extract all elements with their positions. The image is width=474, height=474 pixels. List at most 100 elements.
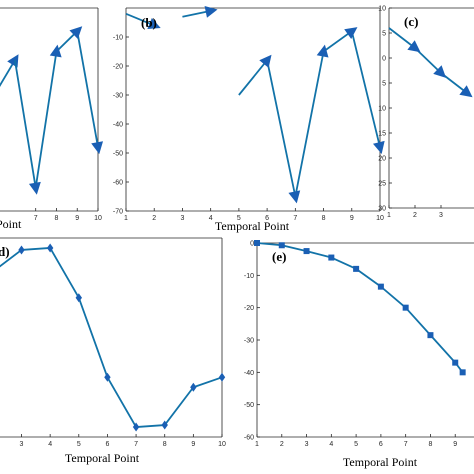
y-tick-label: -40 xyxy=(244,370,254,377)
y-tick-label: -20 xyxy=(113,64,123,71)
x-tick-label: 5 xyxy=(237,215,241,222)
y-tick-label: -30 xyxy=(244,338,254,345)
y-tick-label: 10 xyxy=(378,106,386,113)
data-point xyxy=(402,304,409,311)
data-point xyxy=(91,141,104,155)
x-axis-label-e: Temporal Point xyxy=(343,455,418,469)
panel-label-e: (e) xyxy=(272,249,286,264)
y-tick-label: -60 xyxy=(244,435,254,442)
x-tick-label: 7 xyxy=(293,215,297,222)
series-e xyxy=(254,240,466,376)
data-point xyxy=(377,283,384,290)
x-tick-label: 2 xyxy=(152,215,156,222)
panel-b: 1 2 3 4 5 6 7 8 9 10 -10 -20 -30 -40 -50 -60 -70 (b) Tempo… xyxy=(113,6,385,233)
data-point xyxy=(316,44,329,58)
data-point xyxy=(344,27,358,39)
x-tick-label: 4 xyxy=(329,441,333,448)
panel-c: 1 2 3 10 5 0 5 10 15 20 25 30 (c) xyxy=(378,6,474,219)
series-line xyxy=(125,12,155,27)
data-point xyxy=(452,359,459,366)
x-tick-label: 1 xyxy=(124,215,128,222)
x-tick-label: 8 xyxy=(322,215,326,222)
x-tick-label: 6 xyxy=(265,215,269,222)
x-tick-label: 3 xyxy=(20,441,24,448)
x-tick-label: 2 xyxy=(413,212,417,219)
x-tick-label: 7 xyxy=(404,441,408,448)
x-tick-label: 9 xyxy=(75,215,79,222)
y-tick-label: -50 xyxy=(244,402,254,409)
x-tick-label: 9 xyxy=(350,215,354,222)
panel-label-b: (b) xyxy=(141,15,157,30)
series-d xyxy=(0,243,226,432)
x-tick-label: 5 xyxy=(354,441,358,448)
x-tick-label: 3 xyxy=(305,441,309,448)
y-tick-label: 5 xyxy=(382,81,386,88)
x-tick-label: 7 xyxy=(134,441,138,448)
data-point xyxy=(278,242,285,249)
data-point xyxy=(259,54,272,68)
x-tick-label: 1 xyxy=(255,441,259,448)
panel-label-d: d) xyxy=(0,244,10,259)
x-tick-label: 6 xyxy=(105,441,109,448)
series-line xyxy=(0,59,16,87)
panel-label-c: (c) xyxy=(404,14,418,29)
data-point xyxy=(372,140,385,155)
x-axis-label-b: Temporal Point xyxy=(215,219,290,233)
data-point xyxy=(353,265,360,272)
series-line xyxy=(388,27,468,94)
y-tick-label: -30 xyxy=(113,93,123,100)
data-point xyxy=(254,240,260,246)
data-point xyxy=(407,40,421,53)
data-point xyxy=(218,372,226,382)
data-point xyxy=(433,65,447,78)
y-tick-label: -70 xyxy=(113,209,123,216)
data-point xyxy=(459,85,473,98)
series-line xyxy=(256,242,464,373)
y-tick-label: 10 xyxy=(378,6,386,13)
x-tick-label: 8 xyxy=(428,441,432,448)
x-tick-label: 7 xyxy=(34,215,38,222)
x-tick-label: 1 xyxy=(387,212,391,219)
data-point xyxy=(288,190,301,204)
y-tick-label: 30 xyxy=(378,206,386,213)
x-axis-label-a: Point xyxy=(0,217,22,231)
x-tick-label: 4 xyxy=(209,215,213,222)
y-tick-label: 20 xyxy=(378,156,386,163)
data-point xyxy=(303,248,310,255)
y-tick-label: 15 xyxy=(378,131,386,138)
data-point xyxy=(204,6,218,18)
data-point xyxy=(328,254,335,261)
y-tick-label: -50 xyxy=(113,151,123,158)
y-tick-label: -10 xyxy=(244,273,254,280)
data-point xyxy=(104,372,111,382)
data-point xyxy=(459,369,466,376)
data-point xyxy=(69,26,83,39)
data-point xyxy=(147,17,161,30)
panel-e: 1 2 3 4 5 6 7 8 9 0 -10 -20 -30 -40 -50 -60 (e) Temporal … xyxy=(244,240,474,469)
series-c xyxy=(388,27,473,98)
y-tick-label: 0 xyxy=(250,241,254,248)
x-tick-label: 9 xyxy=(191,441,195,448)
data-point xyxy=(132,422,140,432)
series-b xyxy=(125,6,385,204)
y-tick-label: 0 xyxy=(382,56,386,63)
panel-a: 7 8 9 10 Point xyxy=(0,7,104,231)
x-tick-label: 8 xyxy=(55,215,59,222)
x-tick-label: 10 xyxy=(94,215,102,222)
data-point xyxy=(18,245,25,255)
x-tick-label: 8 xyxy=(163,441,167,448)
data-point xyxy=(46,243,54,253)
x-axis-label-d: Temporal Point xyxy=(65,451,140,465)
y-tick-label: -10 xyxy=(113,35,123,42)
y-tick-label: -20 xyxy=(244,305,254,312)
data-point xyxy=(427,332,434,339)
y-tick-label: -60 xyxy=(113,180,123,187)
x-tick-label: 6 xyxy=(379,441,383,448)
x-tick-label: 9 xyxy=(453,441,457,448)
data-point xyxy=(49,44,62,58)
series-line xyxy=(0,247,223,428)
y-tick-label: -40 xyxy=(113,122,123,129)
data-point xyxy=(190,382,197,392)
x-tick-label: 2 xyxy=(280,441,284,448)
